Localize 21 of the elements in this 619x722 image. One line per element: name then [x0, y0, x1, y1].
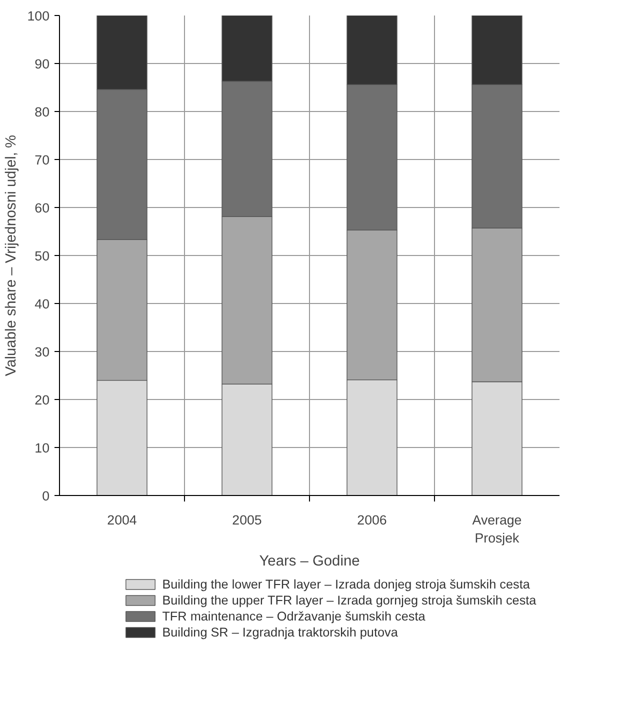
- y-tick-label: 100: [27, 8, 50, 24]
- legend-label: Building the upper TFR layer – Izrada gornjeg stroja šumskih cesta: [162, 594, 538, 608]
- y-tick-label: 10: [34, 440, 50, 456]
- x-tick-label: Average Prosjek: [472, 512, 522, 546]
- x-tick-label: 2004: [107, 512, 138, 528]
- y-tick-label: 90: [34, 56, 50, 72]
- x-axis-title: Years – Godine: [259, 554, 360, 570]
- y-tick-label: 20: [34, 392, 50, 408]
- y-tick-label: 70: [34, 152, 50, 168]
- legend-label: Building SR – Izgradnja traktorskih putova: [162, 626, 399, 640]
- legend-label: TFR maintenance – Održavanje šumskih cesta: [162, 610, 426, 624]
- y-tick-label: 0: [42, 488, 50, 504]
- y-tick-label: 50: [34, 248, 50, 264]
- y-tick-label: 40: [34, 296, 50, 312]
- y-tick-label: 60: [34, 200, 50, 216]
- y-axis-title: Valuable share – Vrijednosni udjel, %: [3, 134, 20, 376]
- x-tick-label: 2006: [357, 512, 387, 528]
- y-tick-label: 30: [34, 344, 50, 360]
- x-tick-label: 2005: [232, 512, 262, 528]
- legend-label: Building the lower TFR layer – Izrada donjeg stroja šumskih cesta: [162, 578, 531, 592]
- y-tick-label: 80: [34, 104, 50, 120]
